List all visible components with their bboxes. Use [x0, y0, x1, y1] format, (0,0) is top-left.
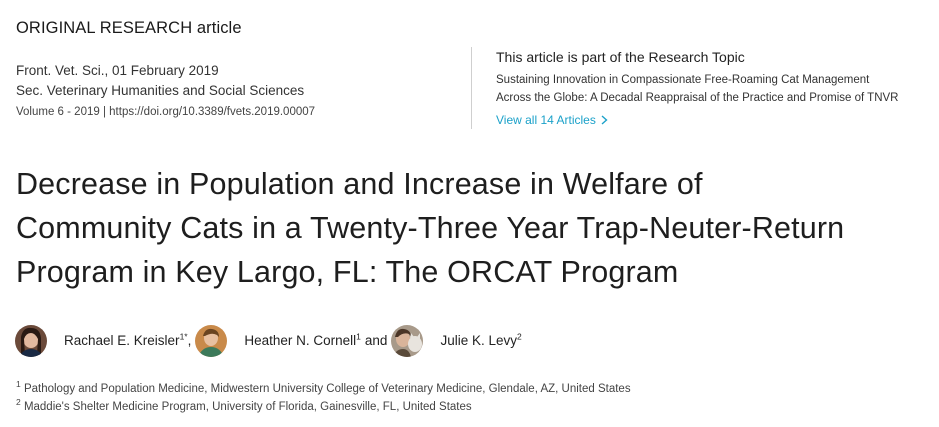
article-title-line: Community Cats in a Twenty-Three Year Tr… [16, 211, 845, 245]
author-photo-icon [391, 324, 424, 357]
view-all-articles-link[interactable]: View all 14 Articles [496, 113, 608, 127]
vertical-divider [471, 47, 472, 129]
author-avatar-cornell[interactable] [195, 324, 228, 357]
article-title-line: Decrease in Population and Increase in W… [16, 167, 703, 201]
author-photo-icon [195, 324, 228, 357]
article-title-line: Program in Key Largo, FL: The ORCAT Prog… [16, 255, 679, 289]
volume-label: Volume 6 - 2019 [16, 106, 100, 118]
article-title: Decrease in Population and Increase in W… [16, 162, 931, 294]
author-name-levy[interactable]: Julie K. Levy2 [440, 331, 522, 348]
journal-date: Front. Vet. Sci., 01 February 2019 [16, 63, 219, 78]
article-type-label: ORIGINAL RESEARCH article [16, 19, 242, 37]
affiliation-list: 1 Pathology and Population Medicine, Mid… [16, 379, 631, 417]
doi-link[interactable]: https://doi.org/10.3389/fvets.2019.00007 [109, 106, 316, 118]
research-topic-title-link[interactable]: Sustaining Innovation in Compassionate F… [496, 72, 926, 107]
volume-doi: Volume 6 - 2019 | https://doi.org/10.338… [16, 102, 315, 122]
author-separator: and [364, 333, 388, 348]
research-topic-title-line: Across the Globe: A Decadal Reappraisal … [496, 91, 899, 104]
author-avatar-kreisler[interactable] [15, 324, 47, 357]
author-name-label: Heather N. Cornell [244, 333, 357, 348]
affiliation-number: 2 [16, 396, 21, 407]
author-affiliation-sup: 2 [516, 331, 522, 342]
article-meta: Front. Vet. Sci., 01 February 2019 Sec. … [16, 61, 315, 122]
affiliation-item: 1 Pathology and Population Medicine, Mid… [16, 379, 631, 399]
affiliation-number: 1 [16, 379, 21, 390]
author-separator: , [187, 333, 192, 348]
chevron-right-icon [601, 115, 608, 125]
author-photo-icon [15, 324, 47, 357]
author-affiliation-sup: 1 [356, 331, 361, 342]
author-list: Rachael E. Kreisler1*, Heather N. Cornel… [15, 324, 522, 357]
author-avatar-levy[interactable] [391, 324, 424, 357]
author-name-label: Julie K. Levy [440, 333, 517, 348]
affiliation-text: Pathology and Population Medicine, Midwe… [23, 383, 631, 395]
affiliation-text: Maddie's Shelter Medicine Program, Unive… [23, 400, 472, 413]
research-topic-title-line: Sustaining Innovation in Compassionate F… [496, 74, 870, 86]
research-topic-heading: This article is part of the Research Top… [496, 49, 745, 65]
author-name-cornell[interactable]: Heather N. Cornell1 [244, 331, 361, 348]
journal-section-link[interactable]: Sec. Veterinary Humanities and Social Sc… [16, 83, 305, 98]
author-name-kreisler[interactable]: Rachael E. Kreisler1* [64, 331, 188, 348]
view-all-articles-label: View all 14 Articles [496, 113, 596, 127]
author-name-label: Rachael E. Kreisler [64, 333, 180, 348]
volume-separator: | [99, 106, 110, 118]
research-topic-panel: This article is part of the Research Top… [496, 48, 926, 129]
affiliation-item: 2 Maddie's Shelter Medicine Program, Uni… [16, 396, 631, 417]
author-affiliation-sup: 1* [179, 331, 188, 342]
